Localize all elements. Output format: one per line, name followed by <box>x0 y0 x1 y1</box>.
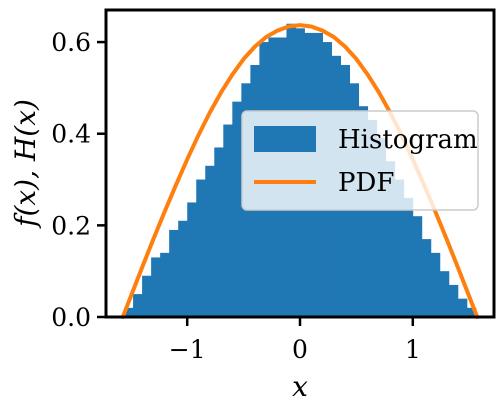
histogram-bar <box>169 229 179 317</box>
y-axis-label: f(x), H(x) <box>9 99 42 229</box>
legend-pdf-label: PDF <box>338 168 394 198</box>
histogram-bar <box>187 202 197 317</box>
x-tick-label: 1 <box>405 335 421 364</box>
histogram-bar <box>160 252 170 317</box>
histogram-bar <box>367 119 378 317</box>
histogram-bar <box>151 257 161 317</box>
histogram-bar <box>178 220 188 317</box>
histogram-bar <box>448 284 459 317</box>
legend-histogram-swatch <box>254 126 316 152</box>
histogram-bar <box>430 252 441 317</box>
histogram-bar <box>223 124 233 317</box>
histogram-bar <box>421 239 432 317</box>
histogram-bar <box>376 138 387 317</box>
legend-histogram-label: Histogram <box>338 125 478 155</box>
histogram-bar <box>232 101 242 318</box>
x-axis-label: x <box>292 370 308 403</box>
histogram-bar <box>124 307 134 317</box>
legend: Histogram PDF <box>241 110 479 211</box>
histogram-bar <box>358 106 369 317</box>
y-tick-label: 0.2 <box>51 211 91 240</box>
histogram-bar <box>142 275 152 317</box>
y-tick-label: 0.4 <box>51 120 91 149</box>
histogram-bar <box>196 179 206 317</box>
histogram-bar <box>439 271 450 317</box>
histogram-bar <box>394 179 405 317</box>
histogram-bar <box>466 307 477 317</box>
histogram-bar <box>214 147 224 317</box>
y-tick-label: 0.6 <box>51 28 91 57</box>
histogram-bar <box>457 298 468 317</box>
axis-ticks: −1 0 1 0.0 0.2 0.4 0.6 <box>51 28 421 364</box>
x-tick-label: −1 <box>169 335 206 364</box>
histogram-bar <box>205 165 215 317</box>
x-tick-label: 0 <box>292 335 308 364</box>
histogram-bar <box>385 161 396 317</box>
histogram-bar <box>412 216 423 317</box>
y-tick-label: 0.0 <box>51 303 91 332</box>
histogram-bar <box>133 294 143 317</box>
histogram-bar <box>403 197 414 317</box>
